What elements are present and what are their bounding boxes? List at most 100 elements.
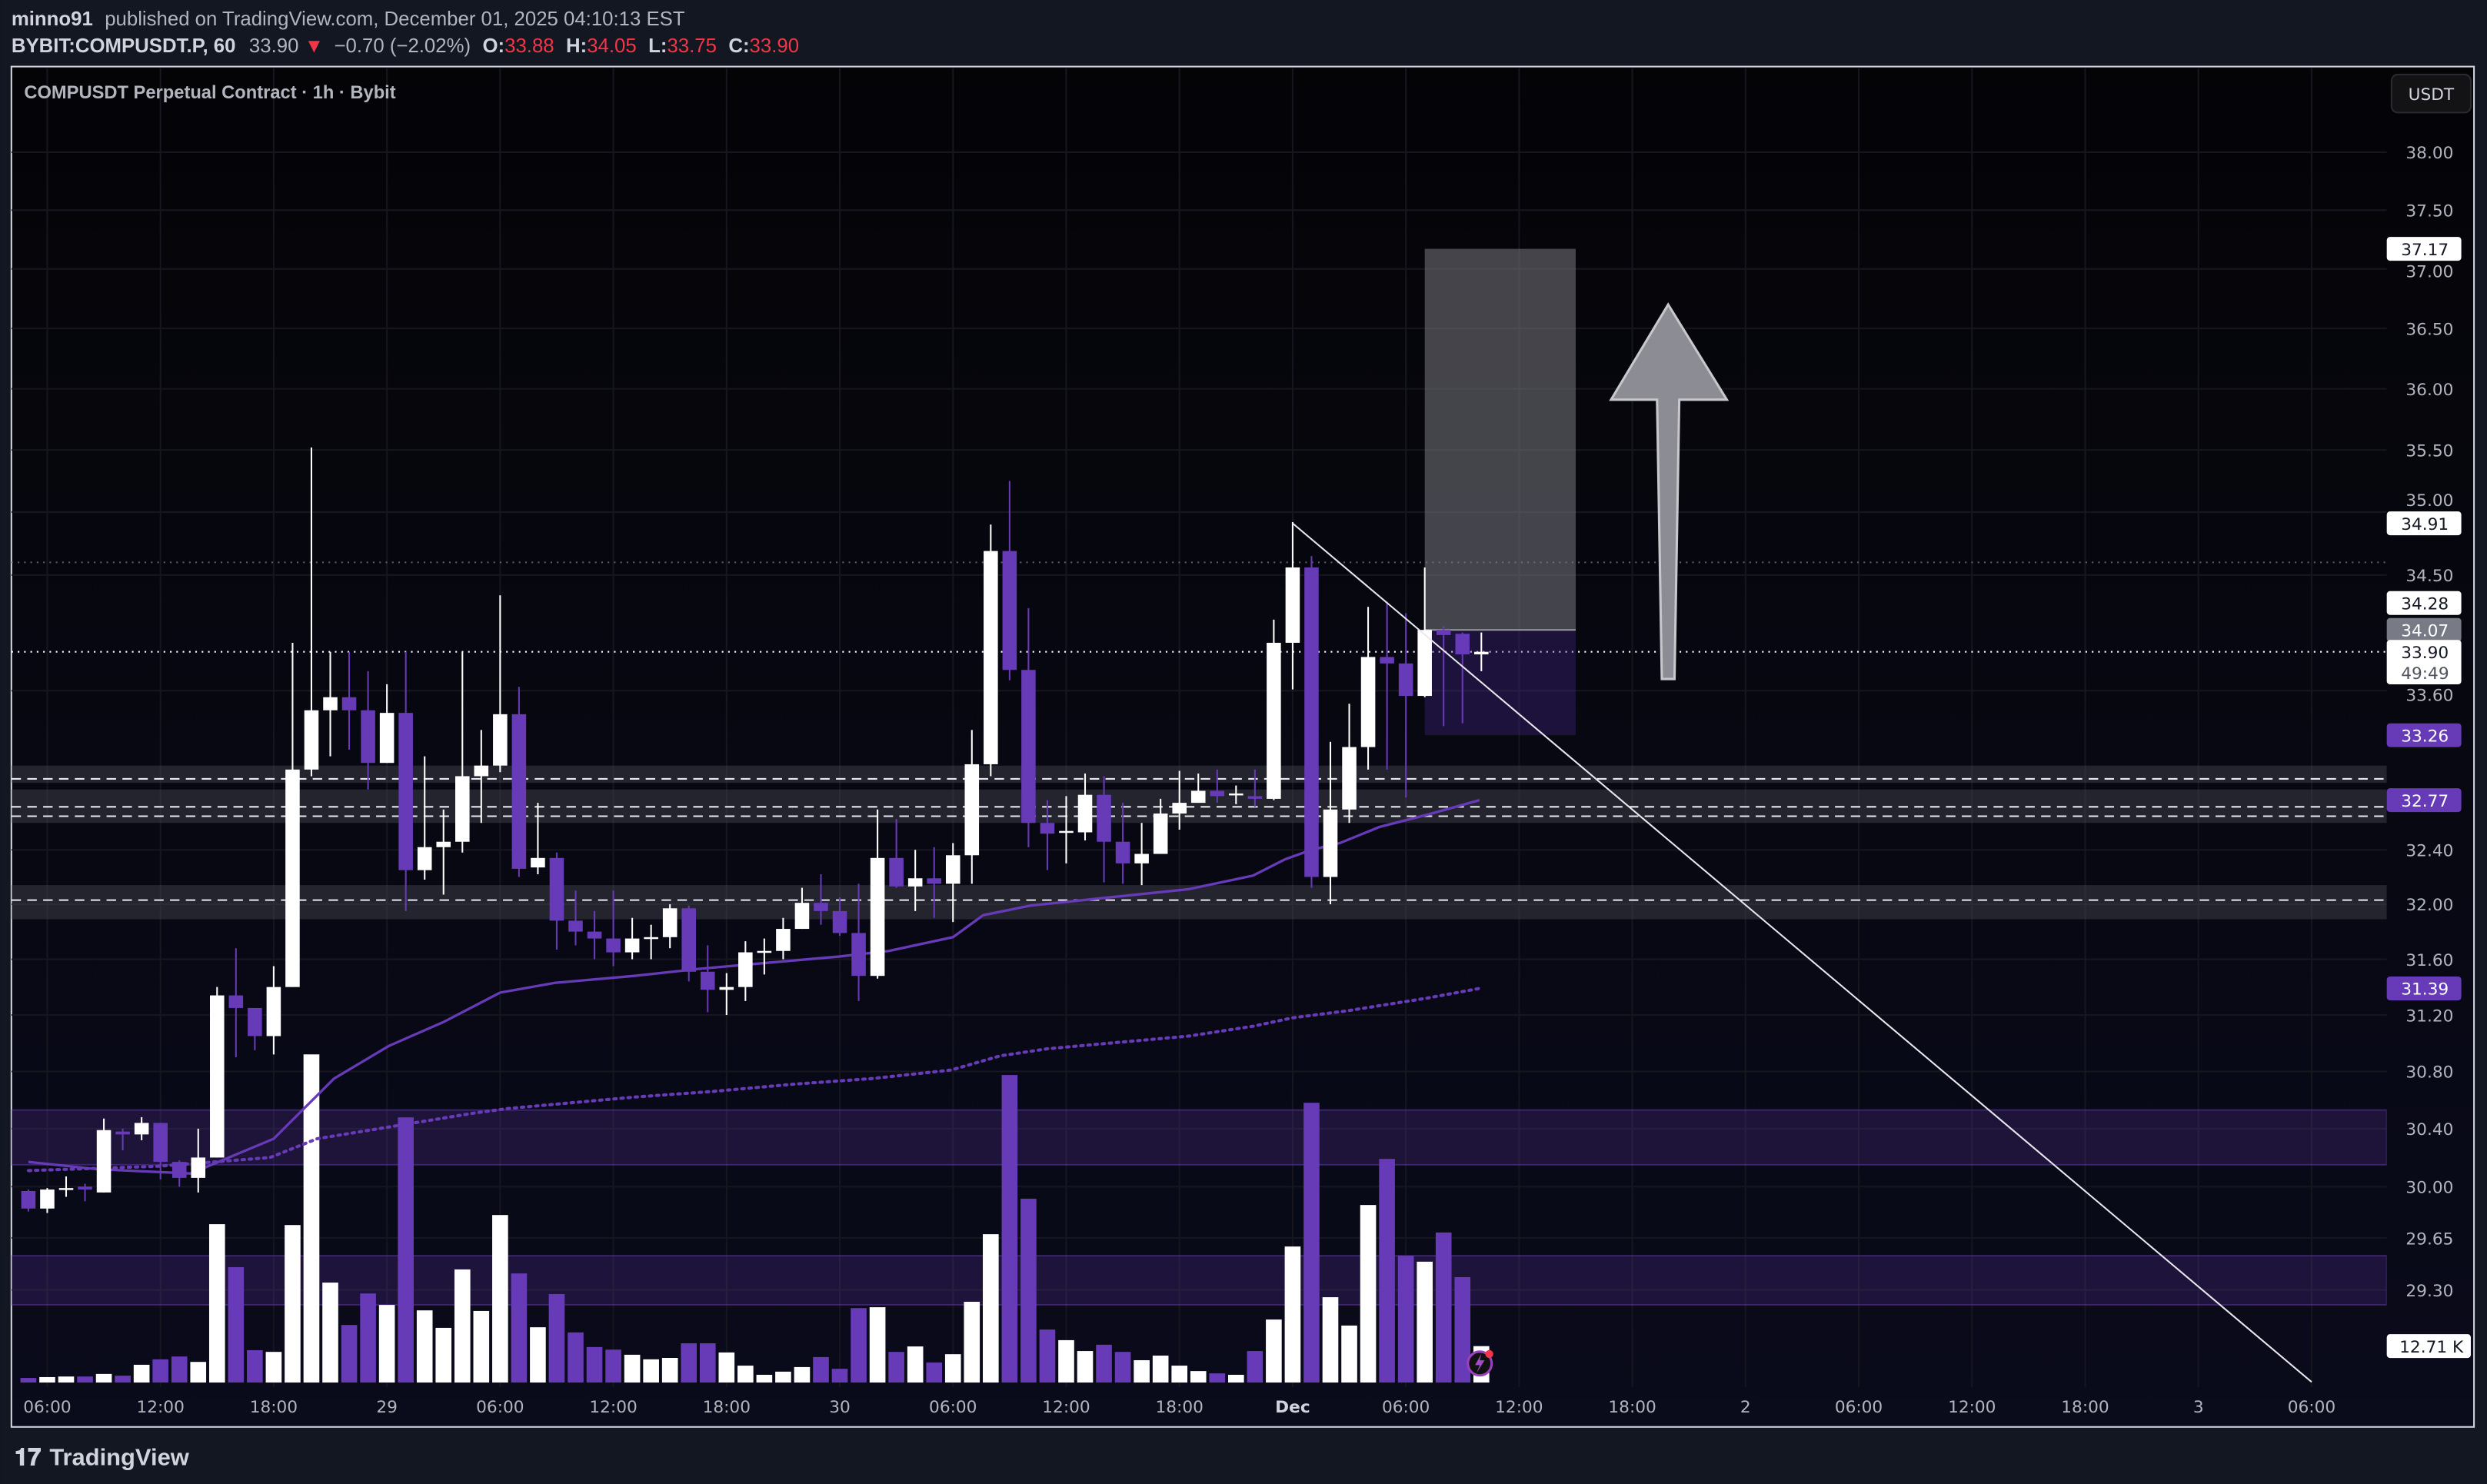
volume-bar <box>926 1362 943 1383</box>
candle-body <box>115 1131 130 1135</box>
volume-bar <box>586 1346 603 1383</box>
price-tick-label: 29.65 <box>2405 1229 2453 1249</box>
volume-bar <box>1227 1374 1244 1383</box>
volume-bar <box>171 1356 188 1383</box>
candle <box>115 1128 130 1151</box>
candle <box>21 1190 36 1212</box>
volume-bar <box>1379 1159 1395 1383</box>
volume-bar <box>1341 1325 1357 1383</box>
candle-body <box>1190 790 1206 804</box>
volume-bar <box>1058 1339 1074 1383</box>
candle <box>889 818 904 888</box>
volume-bar <box>1152 1356 1169 1383</box>
candle-body <box>511 714 527 869</box>
volume-bar <box>1417 1261 1433 1383</box>
candle-body <box>1247 796 1263 799</box>
price-badge-text: 34.91 <box>2401 515 2449 534</box>
candle <box>1247 769 1263 807</box>
price-badge-bg <box>2386 237 2462 261</box>
volume-bar <box>1039 1329 1056 1383</box>
volume-bar <box>964 1302 980 1383</box>
candle <box>681 905 697 982</box>
candle <box>1285 521 1300 690</box>
time-tick-label: 06:00 <box>929 1398 977 1417</box>
candle-body <box>21 1190 36 1209</box>
candle <box>984 524 998 777</box>
tradingview-logo[interactable]: 𝟏𝟕 TradingView <box>15 1443 190 1470</box>
volume-bar <box>303 1054 320 1383</box>
price-tick-label: 30.00 <box>2405 1178 2453 1197</box>
price-badge-bg <box>2386 788 2462 813</box>
volume-bar <box>378 1305 395 1383</box>
candle <box>568 890 583 946</box>
volume-bar <box>95 1373 112 1383</box>
candle <box>341 651 357 750</box>
open-label: O: <box>483 35 505 57</box>
chart-pane[interactable] <box>10 65 2475 1428</box>
price-badge: 34.28 <box>2386 591 2462 615</box>
candle-body <box>700 971 715 990</box>
time-tick-label: 12:00 <box>1948 1398 1996 1417</box>
low-label: L: <box>648 35 667 57</box>
time-tick-label: 18:00 <box>703 1398 751 1417</box>
candle-body <box>1077 794 1093 833</box>
candle-body <box>493 714 508 766</box>
candle-body <box>984 551 998 764</box>
volume-bar <box>1303 1103 1320 1383</box>
candle <box>171 1160 187 1187</box>
candle-body <box>644 937 658 940</box>
last-price: 33.90 <box>249 35 298 57</box>
volume-bar <box>492 1215 508 1383</box>
candle <box>210 987 225 1158</box>
price-badge-text: 33.26 <box>2401 727 2449 746</box>
candle <box>191 1128 206 1193</box>
last-price-text: 33.90 <box>2401 644 2449 663</box>
long-position-stop-zone[interactable] <box>1424 630 1576 736</box>
price-tick-label: 35.50 <box>2405 441 2453 461</box>
arrow-up-icon[interactable] <box>1609 302 1730 680</box>
candle-body <box>417 847 432 870</box>
notification-dot <box>1485 1349 1493 1359</box>
plot-area[interactable]: 38.00 37.50 37.00 36.50 36.00 35.50 35.00 34.50… <box>11 68 2471 1418</box>
price-badge-bg <box>2386 617 2462 642</box>
volume-bar <box>1322 1297 1339 1383</box>
candle <box>1455 632 1470 724</box>
candle-body <box>1267 642 1281 799</box>
candle-body <box>171 1162 187 1178</box>
candle-body <box>1455 634 1470 655</box>
author-name[interactable]: minno91 <box>12 8 93 30</box>
candle-body <box>153 1123 168 1163</box>
candle <box>134 1116 149 1140</box>
price-tick-label: 36.50 <box>2405 320 2453 339</box>
publish-info: published on TradingView.com, December 0… <box>105 8 685 30</box>
volume-bar <box>813 1356 829 1383</box>
candle-body <box>228 995 244 1008</box>
candle <box>814 873 828 925</box>
long-position-target-zone[interactable] <box>1424 248 1576 631</box>
candle-body <box>1304 567 1319 877</box>
price-tick-label: 38.00 <box>2405 144 2453 163</box>
time-tick-label: 06:00 <box>23 1398 71 1417</box>
lightning-icon[interactable] <box>1467 1349 1493 1377</box>
candle-body <box>1474 651 1489 655</box>
volume-bar <box>1435 1232 1452 1383</box>
candle-body <box>1153 814 1168 854</box>
candle-body <box>549 857 564 921</box>
volume-bar <box>1114 1352 1131 1383</box>
last-price-badge-bg <box>2386 640 2462 684</box>
candle-body <box>1002 551 1017 670</box>
price-tick-label: 30.40 <box>2405 1120 2453 1140</box>
candle-body <box>794 903 810 930</box>
volume-bar <box>398 1117 414 1383</box>
candle-body <box>191 1157 206 1178</box>
candle <box>96 1118 112 1193</box>
currency-button[interactable]: USDT <box>2390 73 2472 114</box>
price-tick-label: 33.60 <box>2405 687 2453 706</box>
volume-bar <box>605 1349 621 1383</box>
currency-label: USDT <box>2409 85 2455 105</box>
trendline[interactable] <box>1292 522 2312 1383</box>
candle-body <box>531 857 545 868</box>
time-tick-label: 2 <box>1740 1398 1751 1417</box>
close-value: 33.90 <box>750 35 799 57</box>
